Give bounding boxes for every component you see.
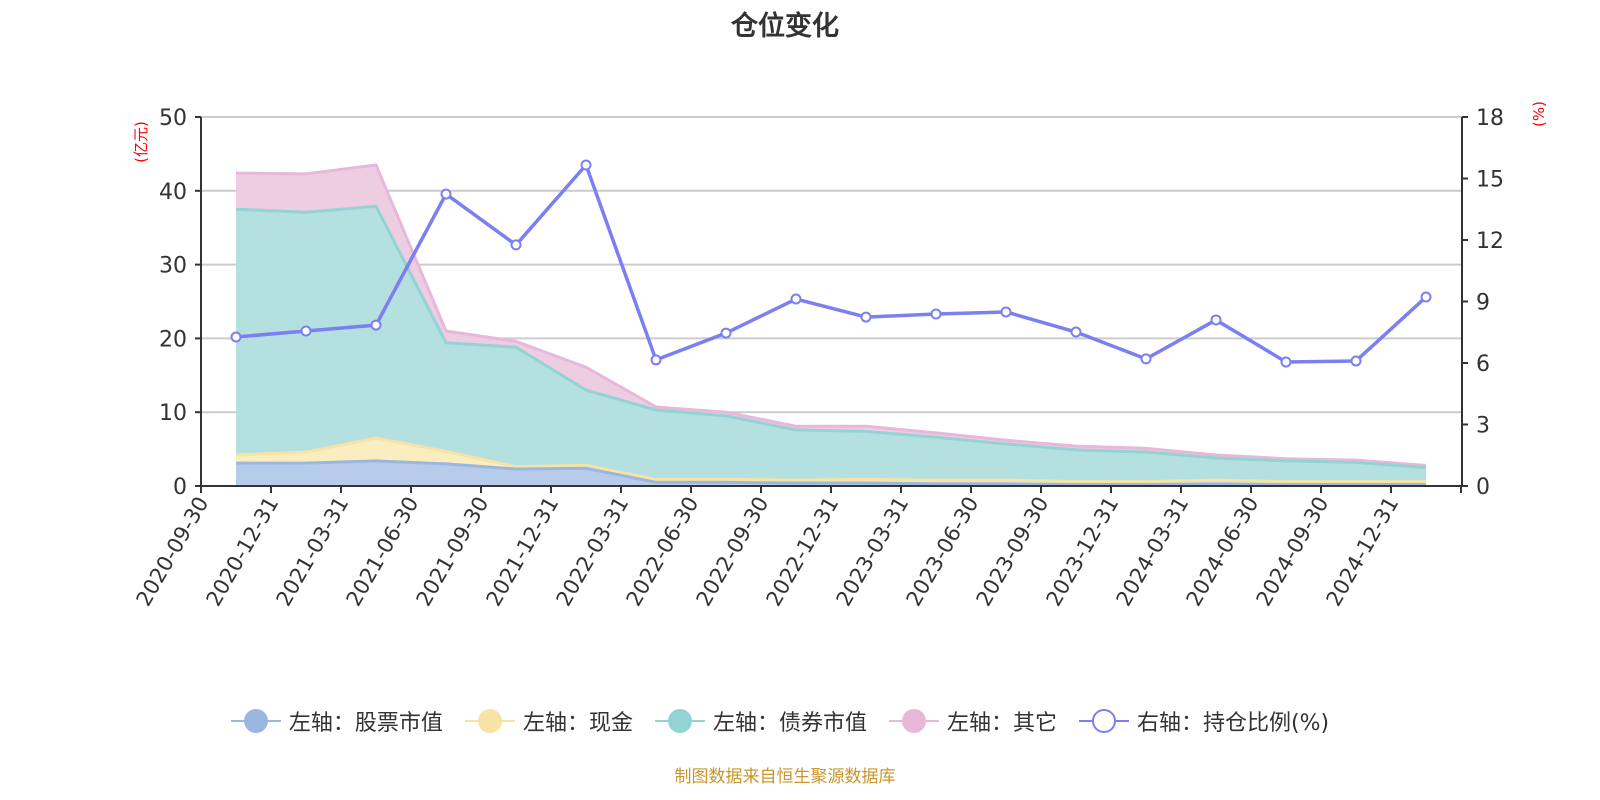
right-tick-label: 3 [1476, 414, 1490, 439]
x-tick-label: 2022-06-30 [622, 493, 704, 611]
legend-label: 左轴：现金 [522, 711, 633, 736]
x-tick-label: 2022-09-30 [692, 493, 774, 611]
right-axis-unit: (%) [1530, 101, 1548, 127]
ratio-point [1420, 291, 1432, 303]
x-tick-label: 2021-09-30 [412, 493, 494, 611]
ratio-point [300, 325, 312, 337]
chart-legend: 左轴：股票市值 左轴：现金 左轴：债券市值 左轴：其它 右轴：持仓比例(%) [0, 705, 1560, 737]
legend-label: 左轴：债券市值 [712, 711, 867, 736]
left-tick-label: 50 [159, 106, 187, 131]
ratio-point [580, 159, 592, 171]
x-tick-label: 2021-12-31 [482, 493, 564, 611]
chart-plot: 010203040500369121518(亿元)(%)2020-09-3020… [132, 101, 1548, 611]
legend-dot [477, 709, 502, 733]
stock-area-line [236, 459, 1426, 487]
bond-area [236, 206, 1426, 486]
right-tick-label: 9 [1476, 291, 1490, 316]
ratio-point [650, 354, 662, 366]
right-tick-label: 12 [1476, 229, 1504, 254]
filled-circle-line-icon [654, 707, 705, 735]
legend-dot [901, 709, 926, 733]
cash-area-line [235, 436, 1426, 484]
ratio-point [1350, 355, 1362, 367]
ratio-point [1210, 314, 1222, 326]
filled-circle-line-icon [464, 707, 515, 735]
x-tick-label: 2021-06-30 [342, 493, 424, 611]
ratio-point [720, 327, 732, 339]
x-tick-label: 2023-09-30 [972, 493, 1054, 611]
stock-area [236, 460, 1426, 486]
legend-item[interactable]: 左轴：现金 [464, 705, 633, 737]
legend-dot [243, 709, 268, 733]
filled-circle-line-icon [230, 707, 281, 735]
right-tick-label: 15 [1476, 168, 1504, 193]
ratio-point [790, 293, 802, 305]
left-tick-label: 0 [173, 475, 187, 500]
hollow-circle-line-icon [1078, 707, 1129, 735]
right-tick-label: 0 [1476, 475, 1490, 500]
ratio-line [235, 163, 1428, 364]
legend-item[interactable]: 左轴：其它 [888, 705, 1057, 737]
x-tick-label: 2024-03-31 [1112, 493, 1194, 611]
left-tick-label: 20 [159, 327, 187, 352]
legend-label: 左轴：股票市值 [288, 711, 443, 736]
ratio-point [440, 188, 452, 200]
x-tick-label: 2021-03-31 [272, 493, 354, 611]
ratio-point [1140, 353, 1152, 365]
ratio-point [230, 331, 242, 343]
x-tick-label: 2023-06-30 [902, 493, 984, 611]
x-tick-label: 2022-12-31 [762, 493, 844, 611]
legend-dot [1091, 709, 1116, 733]
x-tick-label: 2022-03-31 [552, 493, 634, 611]
data-source-footer: 制图数据来自恒生聚源数据库 [674, 767, 896, 787]
left-tick-label: 40 [159, 180, 187, 205]
ratio-point [510, 239, 522, 251]
x-tick-label: 2020-09-30 [132, 493, 214, 611]
right-tick-label: 6 [1476, 352, 1490, 377]
bond-area-line [235, 204, 1427, 470]
legend-dot [667, 709, 692, 733]
legend-item[interactable]: 左轴：股票市值 [230, 705, 443, 737]
ratio-point [1000, 306, 1012, 318]
x-tick-label: 2023-03-31 [832, 493, 914, 611]
chart-title: 仓位变化 [731, 11, 839, 42]
x-tick-label: 2024-06-30 [1182, 493, 1264, 611]
ratio-point [930, 308, 942, 320]
left-axis-unit: (亿元) [132, 121, 150, 163]
x-tick-label: 2020-12-31 [202, 493, 284, 611]
legend-item[interactable]: 左轴：债券市值 [654, 705, 867, 737]
ratio-point [1280, 356, 1292, 368]
ratio-point [370, 319, 382, 331]
other-area-line [235, 163, 1427, 467]
right-tick-label: 18 [1476, 106, 1504, 131]
ratio-point [860, 311, 872, 323]
x-tick-label: 2024-09-30 [1252, 493, 1334, 611]
legend-label: 左轴：其它 [946, 711, 1057, 736]
x-tick-label: 2024-12-31 [1322, 493, 1404, 611]
legend-item[interactable]: 右轴：持仓比例(%) [1078, 705, 1330, 737]
filled-circle-line-icon [888, 707, 939, 735]
left-tick-label: 30 [159, 254, 187, 279]
ratio-point [1070, 326, 1082, 338]
left-tick-label: 10 [159, 401, 187, 426]
legend-label: 右轴：持仓比例(%) [1136, 711, 1330, 736]
x-tick-label: 2023-12-31 [1042, 493, 1124, 611]
